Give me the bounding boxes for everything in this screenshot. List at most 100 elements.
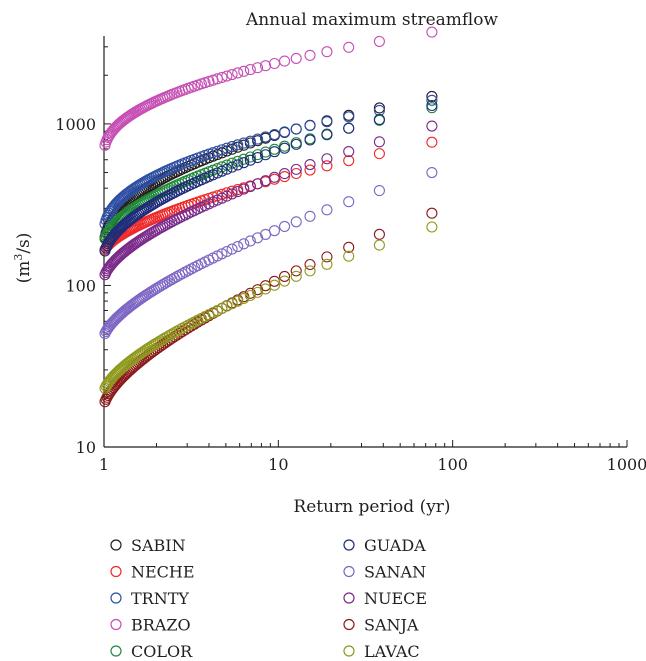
series-nuece [99,120,438,281]
data-point [244,180,256,193]
data-point [226,68,238,81]
data-point [268,171,281,183]
x-tick-label: 1 [99,455,109,474]
data-point [343,196,355,208]
data-point [373,113,385,126]
legend-marker [110,618,122,631]
data-point [426,166,438,179]
y-axis-label-tail: /s) [14,233,34,254]
data-point [268,225,281,237]
data-point [216,248,228,260]
data-point [221,70,233,82]
data-point [304,158,316,171]
y-axis-label-base: (m [14,261,34,284]
data-point [252,152,264,164]
series-sabin [99,90,438,243]
data-point [426,26,438,38]
data-point [304,258,316,271]
data-point [244,154,256,166]
series-sanan [99,166,438,340]
legend-marker [110,539,122,551]
x-tick-label: 1000 [607,455,646,474]
data-point [221,142,233,154]
series-guada [99,99,438,257]
data-point [211,167,223,179]
data-point [216,165,228,177]
data-point [373,185,385,197]
data-point [216,192,228,204]
data-point [226,141,238,153]
data-point [268,143,281,155]
x-tick-label: 10 [268,455,288,474]
data-point [321,46,333,58]
data-point [252,178,264,190]
data-point [279,142,291,154]
axis-ticks [103,46,628,448]
data-point [232,139,244,151]
data-point [321,160,333,172]
legend-label: SANJA [364,616,419,635]
data-point [279,270,291,282]
data-point [426,102,438,114]
legend-label: SANAN [364,563,426,582]
legend-label: SABIN [131,536,186,555]
data-point [304,49,316,61]
data-point [321,129,333,141]
data-point [321,153,333,165]
data-point [373,104,385,116]
data-point [238,238,250,250]
data-point [373,102,385,114]
data-point [238,292,250,304]
data-point [279,220,291,233]
data-point [232,295,244,307]
legend-item-trnty: TRNTY [110,589,189,608]
data-point [232,186,244,198]
data-point [268,128,281,141]
data-point [232,240,244,253]
data-point [343,146,355,158]
data-point [373,148,385,160]
data-point [279,126,291,138]
data-point [343,241,355,253]
legend-item-lavac: LAVAC [343,642,420,661]
data-point [238,157,250,169]
data-point [268,57,281,70]
data-point [259,280,272,292]
data-point [290,216,302,228]
data-point [216,71,228,83]
data-point [244,289,256,302]
data-point [232,155,244,167]
data-point [290,138,302,150]
data-point [373,228,385,240]
data-point [216,144,228,156]
data-point [279,168,291,180]
data-point [279,55,291,67]
data-point [290,123,302,135]
data-point [426,207,438,219]
data-point [238,183,250,195]
data-point [304,134,316,146]
axes [103,36,627,448]
legend-item-brazo: BRAZO [110,616,191,635]
legend-marker [343,539,355,551]
data-point [343,155,355,167]
data-point [221,245,233,258]
data-point [244,151,256,163]
data-point [343,122,355,134]
legend-label: NECHE [131,563,195,582]
legend-marker [343,618,355,631]
data-point [321,258,333,270]
data-point [279,275,291,287]
data-point [304,210,316,222]
data-point [426,90,438,102]
data-point [373,239,385,251]
series-lavac [99,221,438,394]
legend-marker [110,592,122,604]
series-trnty [99,94,438,230]
legend-label: COLOR [131,642,193,661]
data-point [290,265,302,277]
legend-label: NUECE [364,589,427,608]
data-point [226,298,238,310]
